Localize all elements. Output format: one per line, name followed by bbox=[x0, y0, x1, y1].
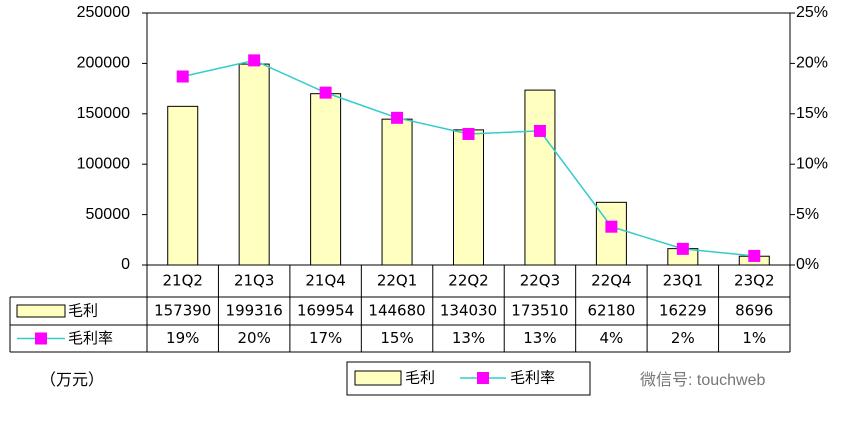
table-cell: 17% bbox=[309, 329, 342, 347]
marker bbox=[391, 111, 404, 124]
table-cell: 15% bbox=[380, 329, 413, 347]
watermark: 微信号: touchweb bbox=[640, 371, 765, 389]
legend-swatch bbox=[354, 370, 402, 386]
table-cell: 199316 bbox=[226, 302, 283, 320]
y2-tick-label: 25% bbox=[796, 4, 828, 21]
marker bbox=[319, 86, 332, 99]
bar bbox=[238, 63, 270, 266]
x-tick-label: 21Q3 bbox=[234, 272, 274, 290]
table-cell: 8696 bbox=[735, 302, 773, 320]
table-cell: 20% bbox=[237, 329, 270, 347]
table-cell: 169954 bbox=[297, 302, 354, 320]
table-row-label: 毛利 bbox=[68, 302, 98, 320]
marker bbox=[605, 220, 618, 233]
y-tick-label: 250000 bbox=[77, 4, 130, 21]
x-tick-label: 23Q1 bbox=[663, 272, 703, 290]
x-tick-label: 21Q4 bbox=[305, 272, 345, 290]
y2-tick-label: 0% bbox=[796, 256, 819, 273]
marker bbox=[748, 249, 761, 262]
y-tick-label: 50000 bbox=[86, 206, 131, 223]
table-cell: 4% bbox=[599, 329, 623, 347]
x-tick-label: 22Q4 bbox=[591, 272, 631, 290]
y-tick-label: 100000 bbox=[77, 155, 130, 172]
bar bbox=[167, 105, 199, 266]
unit-label: （万元） bbox=[40, 371, 104, 389]
table-cell: 13% bbox=[523, 329, 556, 347]
y2-tick-label: 15% bbox=[796, 105, 828, 122]
table-legend-marker bbox=[35, 332, 47, 345]
y2-tick-label: 20% bbox=[796, 55, 828, 72]
y-tick-label: 0 bbox=[121, 256, 130, 273]
marker bbox=[462, 127, 475, 140]
table-cell: 157390 bbox=[154, 302, 211, 320]
y-tick-label: 200000 bbox=[77, 55, 130, 72]
table-legend-swatch bbox=[16, 304, 66, 318]
y2-tick-label: 10% bbox=[796, 155, 828, 172]
y-tick-label: 150000 bbox=[77, 105, 130, 122]
marker bbox=[533, 124, 546, 137]
table-cell: 134030 bbox=[440, 302, 497, 320]
x-tick-label: 22Q3 bbox=[520, 272, 560, 290]
table-cell: 13% bbox=[452, 329, 485, 347]
table-cell: 19% bbox=[166, 329, 199, 347]
bar bbox=[524, 89, 556, 266]
marker bbox=[676, 242, 689, 255]
x-tick-label: 22Q2 bbox=[448, 272, 488, 290]
x-tick-label: 22Q1 bbox=[377, 272, 417, 290]
legend-label: 毛利 bbox=[405, 369, 435, 387]
table-cell: 144680 bbox=[368, 302, 425, 320]
x-tick-label: 23Q2 bbox=[734, 272, 774, 290]
table-row-label: 毛利率 bbox=[68, 329, 113, 347]
bar bbox=[453, 129, 484, 266]
table-cell: 62180 bbox=[588, 302, 636, 320]
table-cell: 173510 bbox=[511, 302, 568, 320]
marker bbox=[176, 70, 189, 83]
table-cell: 16229 bbox=[659, 302, 707, 320]
bar bbox=[381, 118, 413, 266]
bar bbox=[310, 93, 342, 266]
table-cell: 2% bbox=[671, 329, 695, 347]
legend-marker bbox=[477, 372, 489, 384]
marker bbox=[248, 54, 261, 67]
x-tick-label: 21Q2 bbox=[163, 272, 203, 290]
table-cell: 1% bbox=[742, 329, 766, 347]
legend-label: 毛利率 bbox=[510, 369, 555, 387]
y2-tick-label: 5% bbox=[796, 206, 819, 223]
